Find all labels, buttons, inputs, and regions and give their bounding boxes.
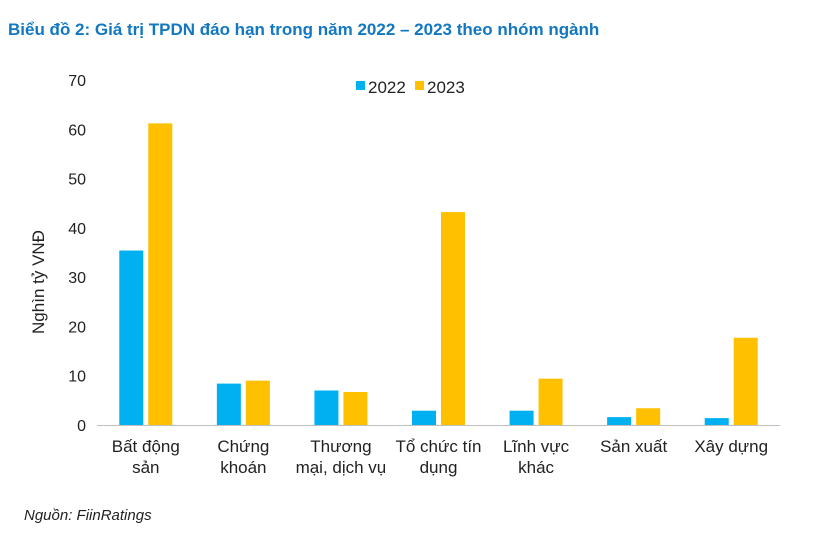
bar-2023: [441, 212, 465, 425]
x-axis-labels: Bất động sản Chứng khoán Thương mại, dịch vụT…: [112, 437, 768, 477]
y-tick-label: 0: [77, 418, 86, 435]
bar-2022: [704, 418, 729, 425]
y-tick-label: 40: [68, 221, 86, 238]
source-note: Nguồn: FiinRatings: [24, 507, 152, 524]
legend-swatch-2023: [415, 81, 424, 90]
x-tick-label: Lĩnh vực khác: [503, 437, 570, 477]
bar-2022: [509, 410, 534, 425]
x-tick-label: Thương mại, dịch vụ: [296, 437, 387, 477]
y-tick-label: 30: [68, 270, 86, 287]
bar-2023: [343, 391, 368, 425]
legend-swatch-2022: [356, 81, 365, 90]
legend-label-2023: 2023: [427, 78, 465, 97]
bar-2022: [119, 250, 144, 425]
bar-2022: [314, 390, 339, 425]
bar-2023: [148, 123, 173, 425]
bar-2023: [538, 378, 563, 425]
y-tick-label: 60: [68, 122, 86, 139]
y-tick-label: 20: [68, 319, 86, 336]
legend-label-2022: 2022: [368, 78, 406, 97]
x-tick-label: Bất động sản: [112, 437, 180, 477]
bar-2023: [733, 337, 758, 425]
bar-2022: [216, 383, 241, 425]
legend: 2022 2023: [356, 78, 465, 97]
x-tick-label: Chứng khoán: [217, 437, 269, 477]
y-axis-ticks: 0 10 20 30 40 50 60 70: [68, 73, 86, 435]
bar-2023: [245, 380, 270, 425]
bars: [119, 123, 758, 425]
x-tick-label: Xây dựng: [694, 437, 768, 456]
y-tick-label: 70: [68, 73, 86, 90]
chart-title: Biểu đồ 2: Giá trị TPDN đáo hạn trong nă…: [8, 20, 600, 39]
x-tick-label: Sản xuất: [600, 437, 667, 456]
y-tick-label: 50: [68, 172, 86, 189]
y-axis-label: Nghìn tỷ VNĐ: [29, 230, 48, 334]
bar-2022: [412, 410, 436, 425]
bar-2022: [607, 417, 632, 425]
y-tick-label: 10: [68, 369, 86, 386]
bar-2023: [636, 408, 661, 425]
x-tick-label: Tổ chức tín dụng: [395, 437, 481, 477]
